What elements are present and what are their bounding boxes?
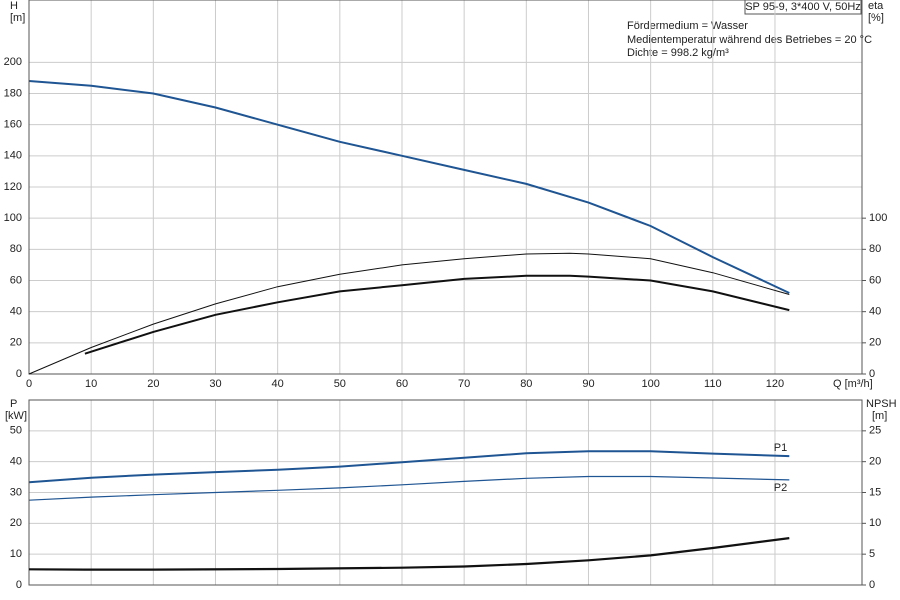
y-tick-label: 0 <box>16 579 22 591</box>
y-tick-label: 100 <box>4 212 22 224</box>
x-tick-label: 0 <box>26 378 32 390</box>
y-tick-label: 20 <box>10 337 22 349</box>
y-axis-label: P <box>10 398 17 410</box>
series-label: P1 <box>774 442 787 454</box>
y2-tick-label: 100 <box>869 212 887 224</box>
y2-axis-unit: [%] <box>868 12 884 24</box>
y-tick-label: 60 <box>10 274 22 286</box>
y2-tick-label: 20 <box>869 456 881 468</box>
curve <box>28 80 790 294</box>
y2-tick-label: 15 <box>869 486 881 498</box>
curve <box>28 450 790 484</box>
x-tick-label: 90 <box>582 378 594 390</box>
y2-axis-label: eta <box>868 0 884 12</box>
x-axis-label: Q [m³/h] <box>833 378 873 390</box>
y-tick-label: 10 <box>10 548 22 560</box>
y2-tick-label: 10 <box>869 517 881 529</box>
y-tick-label: 200 <box>4 56 22 68</box>
y2-tick-label: 80 <box>869 243 881 255</box>
annotation: Dichte = 998.2 kg/m³ <box>627 47 729 59</box>
x-tick-label: 100 <box>641 378 659 390</box>
series-label: P2 <box>774 482 787 494</box>
x-tick-label: 30 <box>209 378 221 390</box>
x-tick-label: 50 <box>334 378 346 390</box>
title-box <box>744 0 862 15</box>
y-tick-label: 160 <box>4 119 22 131</box>
y2-tick-label: 0 <box>869 579 875 591</box>
y2-tick-label: 60 <box>869 274 881 286</box>
annotation: Fördermedium = Wasser <box>627 20 748 32</box>
y-tick-label: 50 <box>10 425 22 437</box>
y-tick-label: 20 <box>10 517 22 529</box>
y2-tick-label: 0 <box>869 368 875 380</box>
y-tick-label: 120 <box>4 181 22 193</box>
chart-title: SP 95-9, 3*400 V, 50Hz <box>745 1 861 13</box>
y-tick-label: 40 <box>10 456 22 468</box>
x-tick-label: 40 <box>272 378 284 390</box>
plot-frame <box>28 0 863 375</box>
y-axis-label: H <box>10 0 18 12</box>
y-tick-label: 30 <box>10 486 22 498</box>
x-tick-label: 20 <box>147 378 159 390</box>
y-axis-unit: [m] <box>10 12 25 24</box>
y-tick-label: 180 <box>4 87 22 99</box>
curve <box>84 274 790 355</box>
y2-tick-label: 25 <box>869 425 881 437</box>
x-tick-label: 60 <box>396 378 408 390</box>
y-tick-label: 0 <box>16 368 22 380</box>
y2-tick-label: 5 <box>869 548 875 560</box>
y2-axis-unit: [m] <box>872 410 887 422</box>
x-tick-label: 70 <box>458 378 470 390</box>
y2-axis-label: NPSH <box>866 398 897 410</box>
y-axis-unit: [kW] <box>5 410 27 422</box>
curve <box>28 252 790 375</box>
x-tick-label: 10 <box>85 378 97 390</box>
y-tick-label: 40 <box>10 306 22 318</box>
x-tick-label: 120 <box>766 378 784 390</box>
plot-frame <box>28 399 863 586</box>
y2-tick-label: 20 <box>869 337 881 349</box>
curve <box>28 537 790 571</box>
curve <box>28 475 790 501</box>
y2-tick-label: 40 <box>869 306 881 318</box>
x-tick-label: 110 <box>704 378 722 390</box>
annotation: Medientemperatur während des Betriebes =… <box>627 34 872 46</box>
y-tick-label: 80 <box>10 243 22 255</box>
x-tick-label: 80 <box>520 378 532 390</box>
y-tick-label: 140 <box>4 150 22 162</box>
